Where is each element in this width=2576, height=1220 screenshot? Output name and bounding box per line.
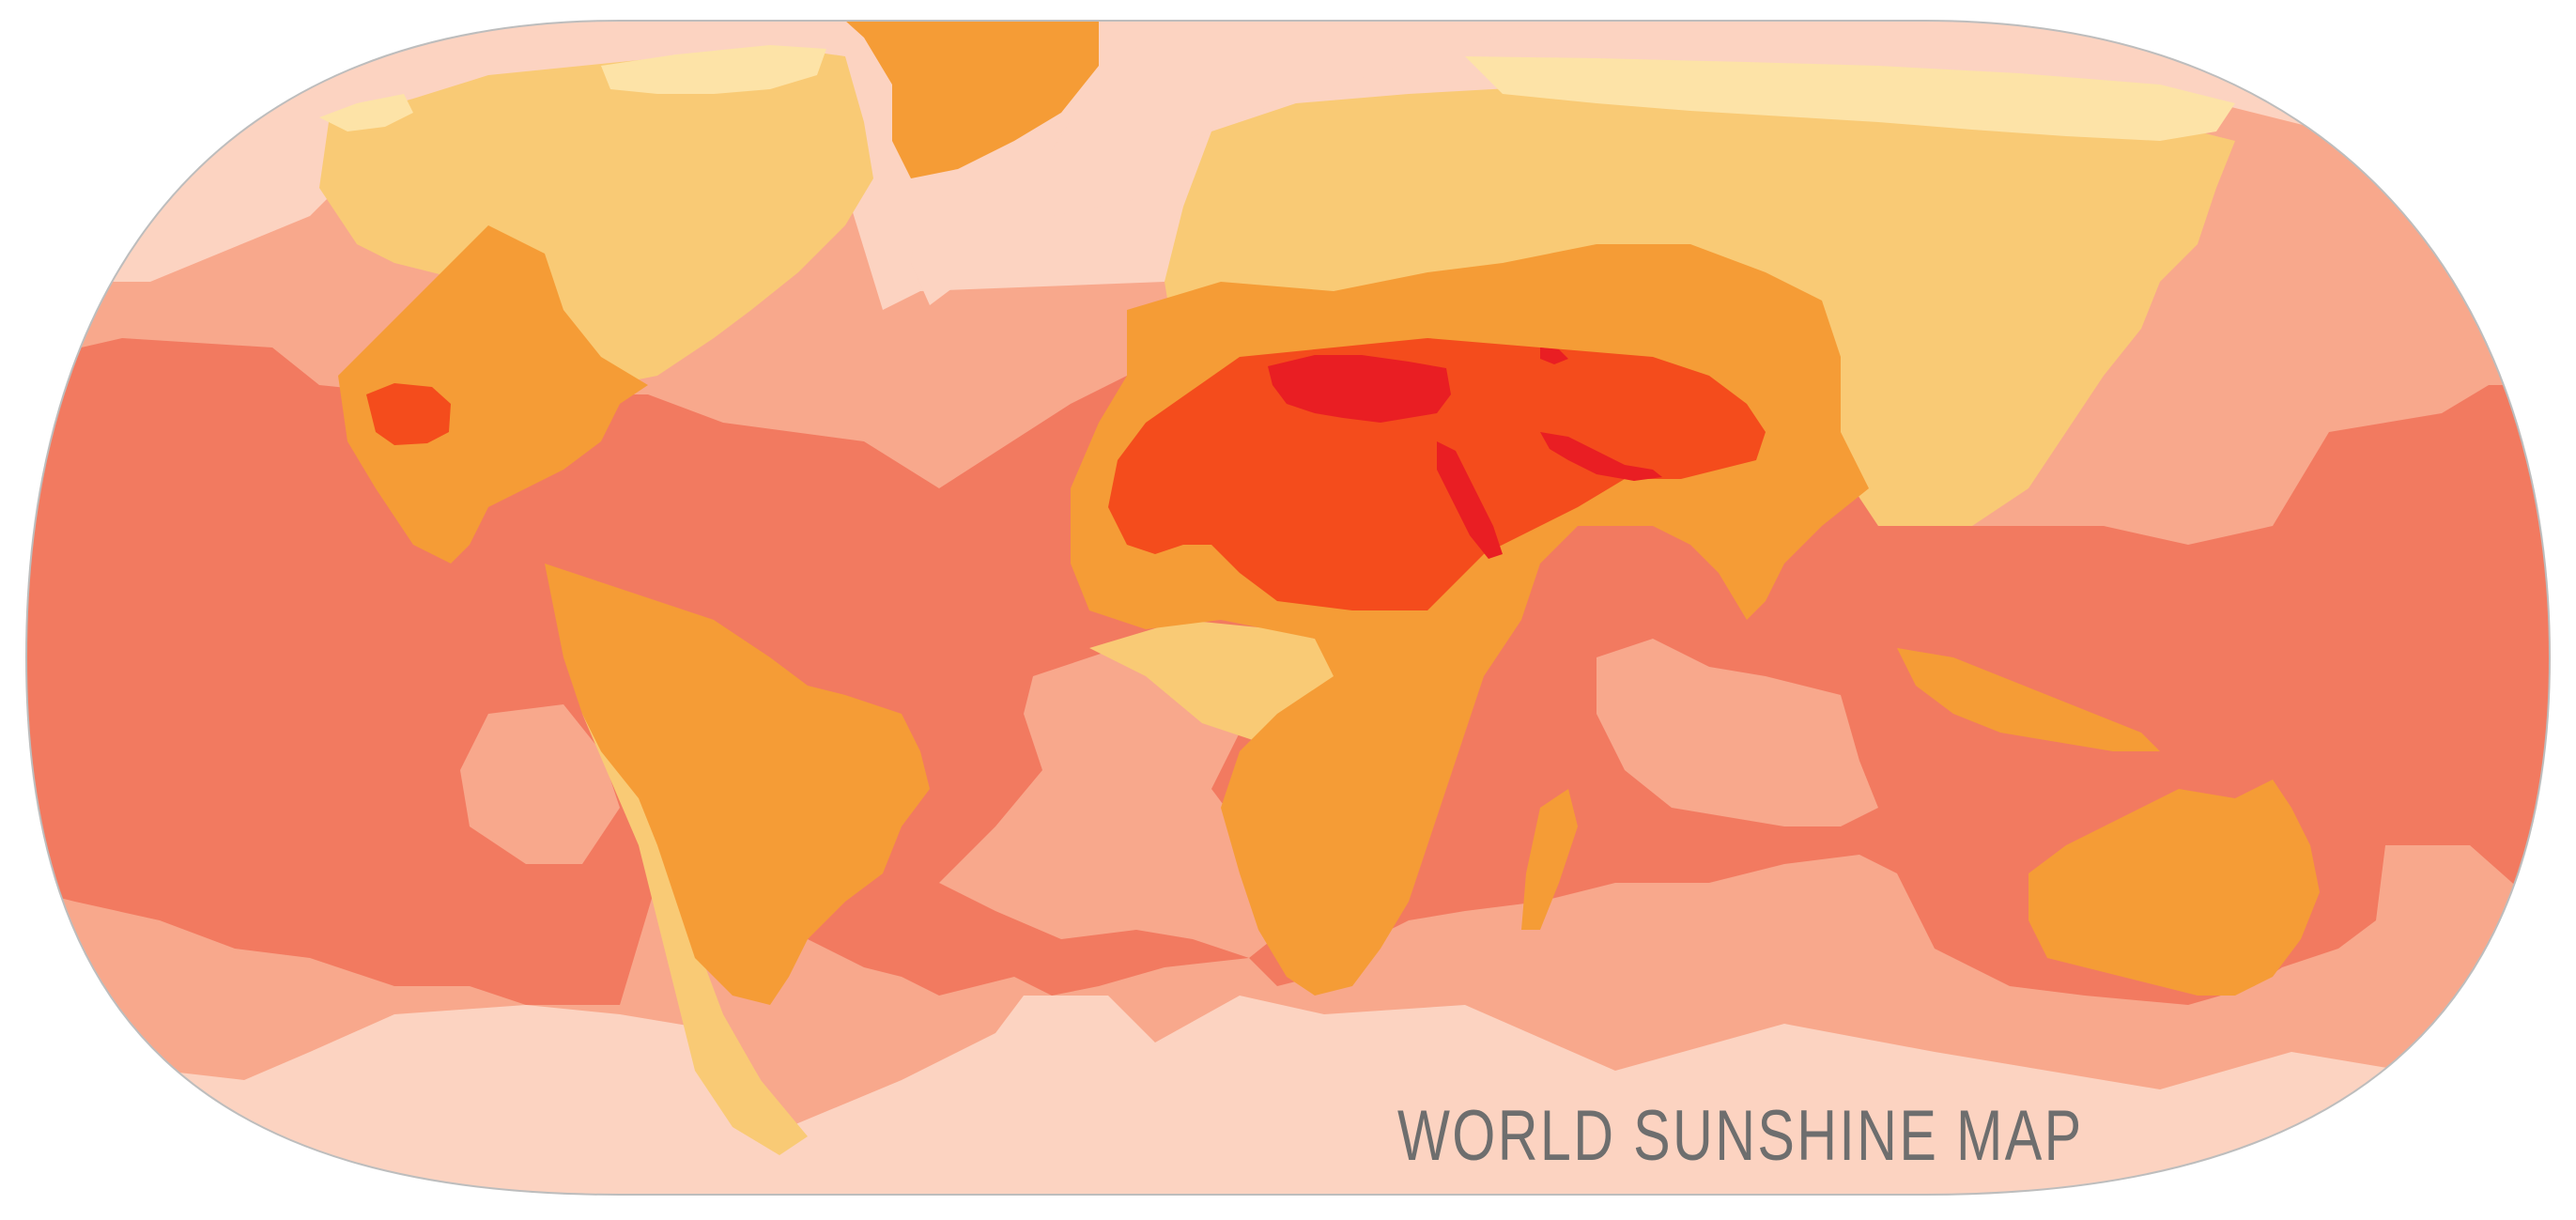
zone-peak-arabia (1540, 432, 1662, 481)
zone-low-pacific (460, 704, 620, 864)
zone-low-indian-ocean (1597, 639, 1878, 826)
zone-pale-arctic-canada (601, 45, 826, 94)
zone-pale-siberia (1465, 56, 2235, 141)
zone-high-greenland (845, 21, 1099, 178)
zone-high-indonesia (1897, 648, 2160, 751)
zone-lowest-north-atlantic (911, 21, 1540, 305)
zone-high-north-america (338, 225, 648, 564)
zone-high-light-andes (582, 714, 808, 1155)
zone-high-australia (2028, 780, 2320, 996)
zone-low-south-atlantic (939, 648, 1296, 958)
zone-high-south-america (545, 564, 930, 1005)
zone-high-light-north (319, 47, 873, 385)
map-title: WORLD SUNSHINE MAP (1397, 1096, 2084, 1176)
zone-high-madagascar (1521, 789, 1578, 930)
zone-pale-alaska (319, 94, 413, 131)
zone-very-high-sahara (1108, 338, 1766, 610)
zone-peak-nile (1437, 441, 1503, 559)
zone-very-high-sw-usa (366, 383, 451, 445)
zone-peak-sahara (1268, 355, 1451, 423)
map-frame-outline (24, 20, 2552, 1196)
zone-peak-sahara-north (1540, 347, 1568, 364)
